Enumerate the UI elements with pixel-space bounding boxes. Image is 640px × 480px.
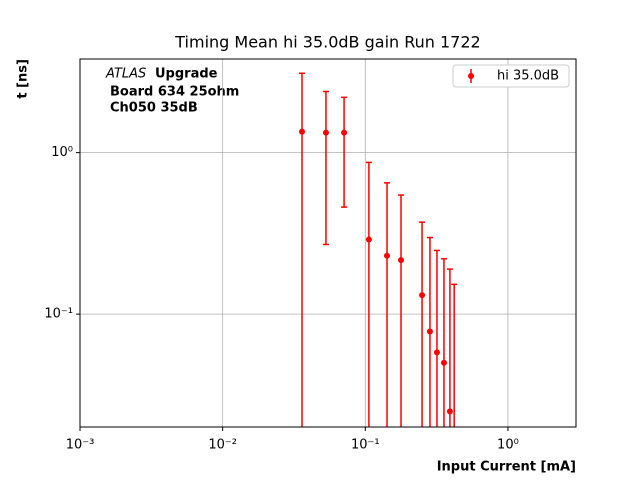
x-tick-label: 10⁻¹ (351, 438, 380, 453)
x-tick-label: 10⁻² (208, 438, 237, 453)
point (440, 359, 447, 366)
point (426, 328, 433, 335)
y-tick-label: 10⁰ (51, 145, 73, 160)
y-axis-label: t [ns] (16, 59, 31, 99)
point (322, 129, 329, 136)
annotation: Ch050 35dB (110, 101, 198, 116)
plot-area (299, 72, 458, 427)
point (299, 128, 306, 135)
legend-box (452, 64, 570, 88)
y-tick-label: 10⁻¹ (44, 307, 73, 322)
annotation: Board 634 25ohm (110, 85, 239, 100)
annotation: Upgrade (155, 67, 218, 82)
point (365, 236, 372, 243)
chart-title: Timing Mean hi 35.0dB gain Run 1722 (174, 33, 480, 52)
x-tick-label: 10⁻³ (66, 438, 95, 453)
legend-label: hi 35.0dB (497, 69, 559, 84)
point (341, 129, 348, 136)
legend-marker (468, 73, 474, 79)
point (419, 292, 426, 299)
x-tick-label: 10⁰ (497, 438, 519, 453)
point (433, 349, 440, 356)
point (398, 257, 405, 264)
point (384, 252, 391, 259)
x-axis-label: Input Current [mA] (437, 460, 576, 475)
point (446, 408, 453, 415)
plot-frame (79, 58, 577, 428)
annotation: ATLAS (105, 67, 146, 82)
